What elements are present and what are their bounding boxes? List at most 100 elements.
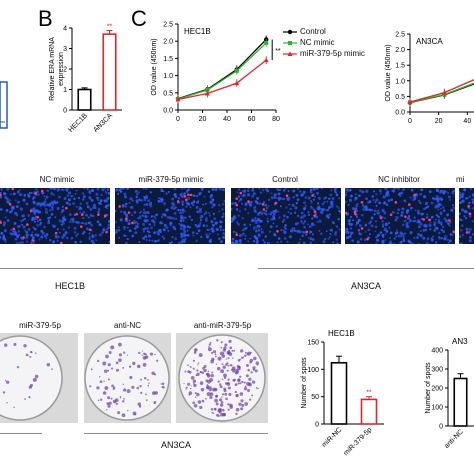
nucleus-dot (35, 188, 38, 191)
nucleus-dot (335, 193, 339, 197)
nucleus-dot (99, 202, 102, 205)
nucleus-dot (182, 224, 186, 228)
nucleus-dot (451, 191, 455, 195)
colony-dot (209, 395, 213, 400)
nucleus-dot (0, 188, 3, 191)
nucleus-dot (61, 205, 64, 208)
nucleus-dot (241, 229, 244, 232)
colony-dot (243, 381, 246, 384)
nucleus-dot (459, 234, 461, 238)
nucleus-dot (306, 223, 309, 226)
colony-dot (114, 398, 119, 403)
nucleus-dot (205, 233, 208, 236)
colony-dot (241, 380, 244, 384)
nucleus-dot (86, 204, 89, 207)
nucleus-dot (244, 208, 247, 211)
colony-dot (214, 398, 218, 403)
nucleus-dot (289, 212, 293, 215)
nucleus-dot (146, 219, 149, 222)
nucleus-dot (368, 233, 371, 236)
colony-dot (243, 387, 248, 391)
nucleus-dot (156, 239, 160, 242)
colony-dot (156, 359, 159, 362)
chart-title: HEC1B (184, 27, 211, 36)
nucleus-dot (154, 217, 157, 220)
nucleus-dot (425, 242, 429, 244)
nucleus-dot (45, 236, 48, 239)
nucleus-dot (37, 193, 40, 196)
nucleus-dot (50, 192, 54, 195)
nucleus-dot (409, 206, 413, 210)
nucleus-dot (345, 230, 349, 234)
nucleus-dot (157, 197, 161, 200)
nucleus-dot (447, 241, 450, 244)
nucleus-dot (283, 218, 286, 221)
nucleus-dot (320, 188, 323, 190)
nucleus-dot (208, 214, 212, 217)
colony-dot (115, 361, 119, 365)
nucleus-dot (304, 196, 307, 199)
nucleus-dot (397, 234, 401, 238)
nucleus-dot (123, 212, 126, 215)
nucleus-dot (416, 209, 420, 213)
nucleus-dot (145, 203, 149, 206)
nucleus-dot (357, 218, 361, 222)
colony-dot (252, 356, 257, 361)
colony-dot (188, 391, 193, 395)
y-tick-label: 2.0 (395, 47, 405, 54)
data-point (234, 68, 239, 73)
nucleus-dot (365, 189, 369, 193)
nucleus-dot (346, 236, 350, 239)
nucleus-dot (222, 229, 225, 232)
colony-dot (241, 403, 245, 407)
colony-dot (248, 377, 252, 381)
nucleus-dot (441, 226, 444, 229)
nucleus-dot (198, 207, 202, 211)
nucleus-dot (328, 235, 331, 238)
colony-dot (220, 346, 223, 349)
nucleus-dot (439, 212, 443, 216)
colony-dot (4, 379, 7, 382)
nucleus-dot (282, 214, 286, 218)
nucleus-dot (355, 224, 357, 226)
colony-dot (215, 363, 218, 365)
nucleus-dot (446, 214, 449, 217)
nucleus-dot (31, 197, 35, 200)
nucleus-dot (305, 233, 308, 236)
nucleus-dot (346, 188, 350, 192)
nucleus-dot (15, 205, 19, 208)
nucleus-dot (75, 205, 78, 208)
colony-dot (207, 347, 212, 352)
colony-dot (193, 351, 197, 354)
nucleus-dot (119, 218, 123, 222)
colony-dot (230, 364, 233, 367)
nucleus-dot (303, 225, 307, 229)
nucleus-dot (413, 236, 416, 240)
nucleus-dot (161, 235, 164, 238)
nucleus-dot (123, 234, 126, 237)
nucleus-dot (97, 208, 101, 211)
nucleus-dot (81, 232, 84, 235)
nucleus-dot (204, 218, 208, 222)
nucleus-dot (134, 189, 138, 193)
nucleus-dot (252, 206, 256, 210)
nucleus-dot (240, 202, 244, 205)
nucleus-dot (91, 234, 94, 237)
nucleus-dot (173, 188, 177, 191)
nucleus-dot (140, 210, 143, 213)
nucleus-dot (345, 193, 347, 197)
nucleus-dot (30, 233, 34, 237)
colony-dot (131, 385, 135, 389)
nucleus-dot (238, 210, 241, 213)
nucleus-dot (395, 229, 398, 232)
nucleus-dot (359, 237, 363, 241)
nucleus-dot (471, 207, 474, 210)
x-tick-label: HEC1B (67, 112, 89, 134)
nucleus-dot (359, 232, 362, 236)
nucleus-dot (194, 223, 197, 227)
y-tick-label: 1.0 (395, 78, 405, 85)
nucleus-dot (19, 207, 23, 211)
nucleus-dot (403, 219, 407, 223)
nucleus-dot (143, 203, 146, 206)
nucleus-dot (28, 191, 31, 195)
